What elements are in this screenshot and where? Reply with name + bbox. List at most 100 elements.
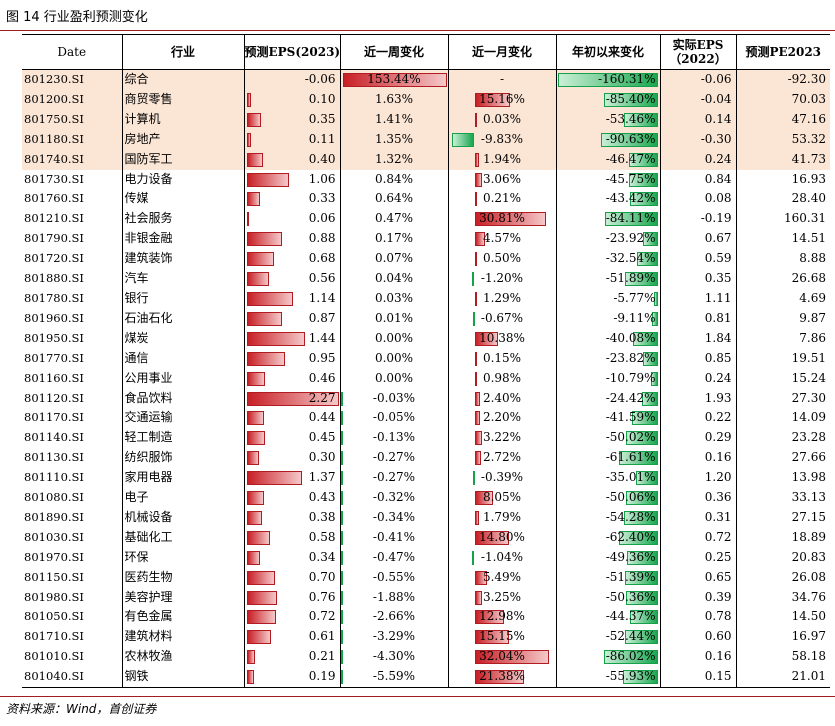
cell-week-change-value: 0.07% (374, 251, 414, 266)
cell-month-change-value: 0.03% (482, 111, 522, 126)
cell-pe-forecast-value: 13.98 (791, 470, 826, 485)
cell-eps-actual: 0.24 (659, 368, 736, 389)
cell-pe-forecast: 8.88 (735, 249, 830, 270)
cell-pe-forecast: 27.66 (735, 448, 830, 469)
cell-code: 801110.SI (22, 468, 122, 488)
eps-bar (246, 610, 276, 625)
cell-week-change-value: -4.30% (372, 649, 416, 664)
eps-bar (246, 132, 251, 147)
cell-code-value: 801720.SI (24, 251, 84, 266)
cell-week-change-value: -0.03% (372, 390, 416, 405)
cell-eps-actual: -0.30 (659, 129, 736, 150)
eps-bar (246, 630, 272, 645)
table-row: 801200.SI 商贸零售 0.10 1.63% 15.16% -85.40% -0.04… (22, 89, 830, 110)
month-bar (472, 471, 475, 486)
week-bar (341, 550, 343, 565)
cell-ytd-change: -52.44% (555, 627, 660, 648)
cell-code: 801950.SI (22, 329, 122, 349)
cell-eps-forecast-value: 0.34 (308, 549, 336, 564)
cell-pe-forecast-value: 16.93 (791, 171, 826, 186)
eps-bar (246, 391, 339, 406)
ytd-bar (624, 630, 658, 645)
cell-eps-forecast: 0.06 (243, 209, 340, 230)
cell-pe-forecast: 16.97 (735, 627, 830, 648)
cell-ytd-change-value: -55.93% (605, 669, 656, 684)
cell-industry: 轻工制造 (121, 428, 244, 449)
cell-month-change: -0.39% (447, 468, 556, 489)
cell-code: 801890.SI (22, 508, 122, 528)
cell-eps-forecast-value: 0.40 (308, 151, 336, 166)
cell-eps-forecast: 0.33 (243, 189, 340, 210)
cell-week-change: -0.34% (339, 507, 448, 528)
cell-month-change-value: - (499, 72, 505, 86)
cell-code-value: 801230.SI (24, 72, 84, 86)
cell-code-value: 801730.SI (24, 171, 84, 186)
cell-eps-actual: 1.20 (659, 468, 736, 489)
cell-industry: 汽车 (121, 269, 244, 289)
cell-month-change: 0.03% (447, 109, 556, 130)
cell-eps-forecast: 1.06 (243, 169, 340, 190)
cell-eps-actual: 0.16 (659, 647, 736, 668)
cell-month-change: 14.80% (447, 527, 556, 548)
cell-week-change-value: -1.88% (372, 589, 416, 604)
ytd-bar (600, 132, 658, 147)
cell-month-change-value: 0.21% (482, 191, 522, 206)
cell-ytd-change: -51.39% (555, 567, 660, 588)
cell-pe-forecast-value: 34.76 (791, 589, 826, 604)
cell-ytd-change: -50.36% (555, 587, 660, 608)
cell-eps-actual: 0.24 (659, 149, 736, 170)
month-bar (471, 272, 475, 287)
cell-eps-forecast: 0.70 (243, 567, 340, 588)
cell-month-change-value: 4.57% (482, 231, 522, 246)
cell-week-change-value: 0.00% (374, 330, 414, 345)
cell-eps-forecast-value: 0.06 (308, 211, 336, 226)
ytd-bar (628, 152, 658, 167)
cell-week-change-value: -3.29% (372, 629, 416, 644)
cell-ytd-change: -23.82% (555, 348, 660, 369)
cell-industry: 房地产 (121, 129, 244, 150)
table-row: 801770.SI 通信 0.95 0.00% 0.15% -23.82% 0.85 19.5… (22, 348, 830, 369)
cell-month-change-value: 10.38% (479, 330, 525, 345)
cell-eps-actual: 1.84 (659, 328, 736, 349)
cell-week-change: -0.55% (339, 567, 448, 588)
cell-ytd-change-value: -44.37% (605, 609, 656, 624)
cell-week-change: -0.05% (339, 408, 448, 429)
cell-code: 801970.SI (22, 548, 122, 568)
week-bar (342, 73, 447, 87)
cell-industry-value: 医药生物 (124, 569, 173, 584)
cell-week-change: 1.35% (339, 129, 448, 150)
cell-week-change-value: -5.59% (372, 669, 416, 684)
cell-ytd-change: -55.93% (555, 667, 660, 689)
ytd-bar (557, 73, 658, 87)
cell-eps-actual-value: 0.78 (704, 609, 732, 624)
cell-ytd-change: -49.36% (555, 547, 660, 568)
month-bar (474, 212, 546, 227)
ytd-bar (626, 491, 658, 506)
cell-eps-forecast-value: 0.76 (308, 589, 336, 604)
eps-bar (246, 351, 285, 366)
cell-month-change: 0.21% (447, 189, 556, 210)
footer-rule (0, 696, 835, 697)
cell-eps-actual: 0.85 (659, 348, 736, 369)
cell-eps-forecast-value: 0.87 (308, 310, 336, 325)
cell-industry-value: 石油石化 (124, 310, 173, 325)
month-bar (474, 291, 478, 306)
cell-industry-value: 煤炭 (124, 330, 149, 345)
cell-code-value: 801210.SI (24, 211, 84, 226)
cell-month-change: 2.40% (447, 388, 556, 409)
cell-week-change: 0.47% (339, 209, 448, 230)
table-body: 801230.SI 综合 -0.06 153.44% - -160.31% -0.06 -92… (22, 69, 830, 689)
month-bar (474, 411, 480, 426)
cell-eps-actual-value: 1.11 (704, 290, 732, 305)
cell-industry: 钢铁 (121, 667, 244, 689)
cell-pe-forecast: 4.69 (735, 288, 830, 309)
cell-industry-value: 通信 (124, 350, 149, 365)
month-bar (474, 610, 505, 625)
table-row: 801950.SI 煤炭 1.44 0.00% 10.38% -40.08% 1.84 7.8… (22, 328, 830, 349)
eps-bar (246, 530, 270, 545)
eps-bar (246, 232, 283, 247)
month-bar (474, 630, 510, 645)
header-eps-actual-line2: （2022） (669, 52, 727, 66)
cell-week-change-value: 0.47% (374, 211, 414, 226)
cell-pe-forecast-value: 160.31 (784, 211, 826, 226)
